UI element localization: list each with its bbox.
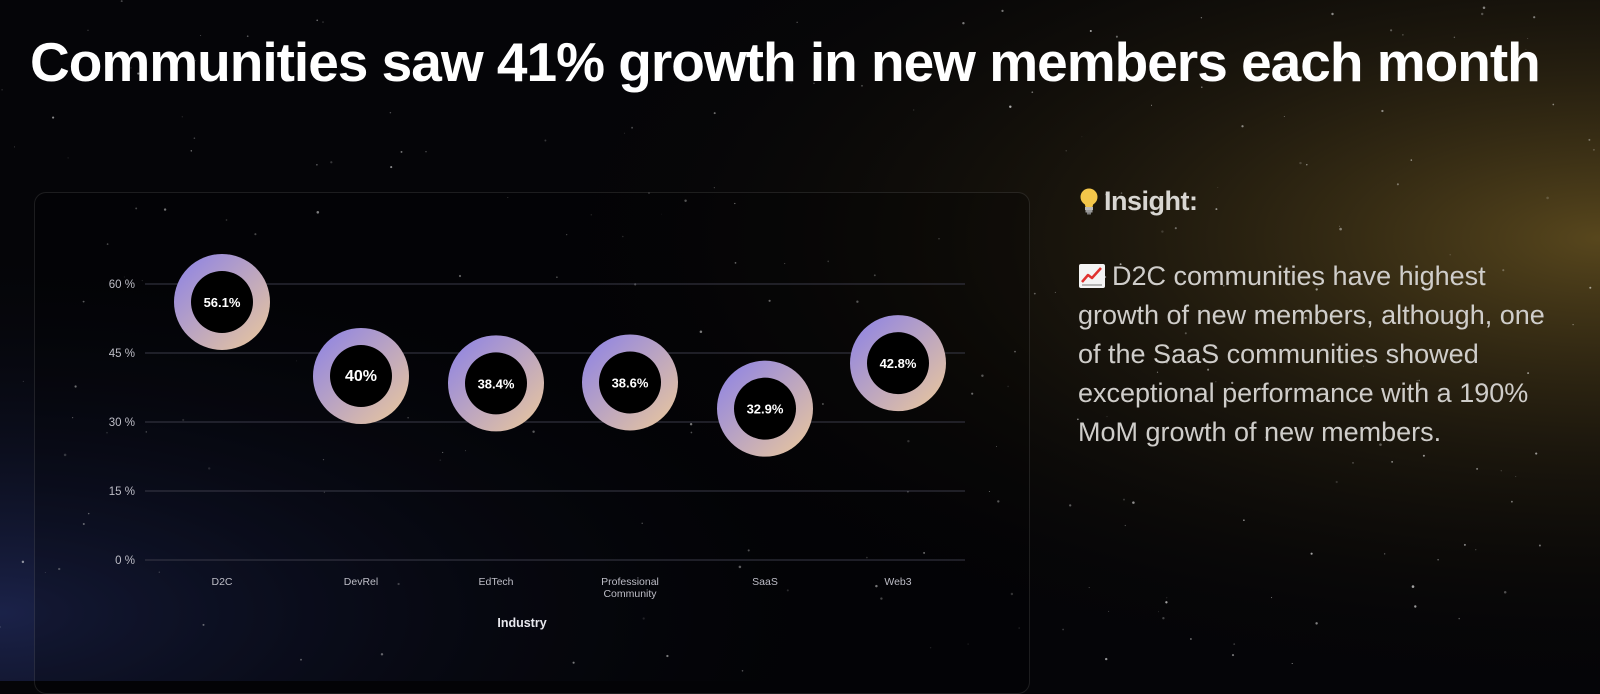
insight-body: D2C communities have highest growth of n… [1078,257,1558,452]
y-tick-label: 0 % [115,555,135,567]
data-label: 42.8% [880,356,917,371]
x-tick-label: SaaS [752,576,778,588]
donut-hole [330,345,392,407]
x-tick-label: EdTech [478,576,513,588]
insight-panel: Insight: D2C communities have highest gr… [1078,186,1558,452]
donut-hole [867,332,929,395]
donut-marker: 32.9% [717,360,813,457]
y-tick-label: 30 % [109,417,135,429]
x-tick-label: Web3 [884,576,911,588]
page-title: Communities saw 41% growth in new member… [30,31,1541,93]
data-label: 32.9% [747,402,784,417]
donut-hole [599,351,661,414]
chart-increasing-icon [1079,264,1105,288]
donut-marker: 40% [313,328,409,424]
insight-body-text: D2C communities have highest growth of n… [1078,261,1545,447]
y-tick-label: 15 % [109,486,135,498]
data-label: 40% [345,368,377,385]
donut-hole [465,352,527,415]
data-label: 38.4% [478,376,515,391]
x-axis-label: Industry [497,616,546,630]
lightbulb-icon [1080,188,1098,214]
insight-heading-text: Insight: [1104,186,1198,216]
donut-marker: 42.8% [850,315,946,412]
y-tick-label: 60 % [109,279,135,291]
x-tick-label: D2C [211,576,232,588]
donut-hole [191,270,253,333]
x-tick-label: Professional Community [601,576,659,600]
insight-heading: Insight: [1078,186,1558,217]
donut-marker: 38.6% [582,334,678,431]
donut-marker: 38.4% [448,335,544,432]
data-label: 38.6% [612,375,649,390]
donut-marker: 56.1% [174,253,270,350]
y-tick-label: 45 % [109,348,135,360]
x-tick-label: DevRel [344,576,378,588]
data-label: 56.1% [204,295,241,310]
donut-hole [734,377,796,440]
